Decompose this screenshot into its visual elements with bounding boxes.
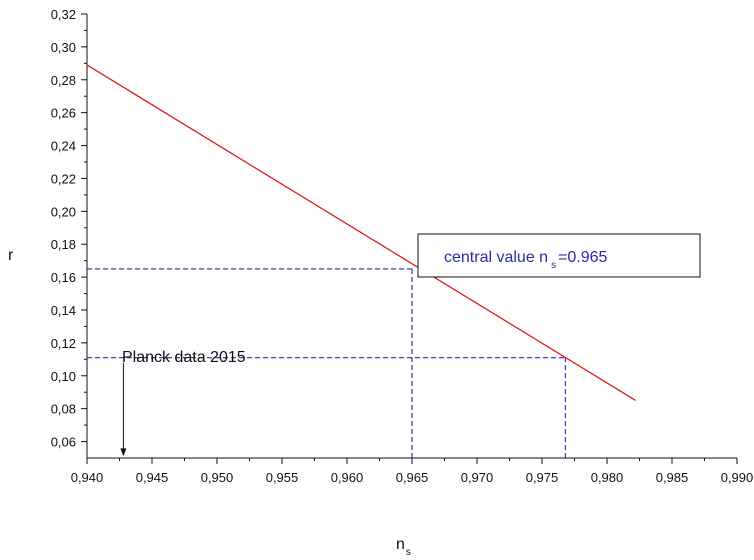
- reference-lines: [87, 268, 566, 458]
- central-value-label: central value n s =0.965: [444, 249, 608, 271]
- y-tick-label: 0,18: [51, 237, 76, 252]
- central-value-subscript: s: [551, 260, 556, 271]
- x-axis-title: ns: [396, 536, 411, 558]
- y-tick-label: 0,24: [51, 139, 76, 154]
- axes: 0,940 0,945 0,950 0,955 0,960 0,965 0,970 0,975…: [51, 7, 754, 485]
- planck-label: Planck data 2015: [122, 349, 246, 366]
- y-tick-label: 0,30: [51, 40, 76, 55]
- x-tick-label: 0,990: [721, 470, 754, 485]
- x-tick-label: 0,985: [656, 470, 689, 485]
- central-value-box: [417, 233, 701, 278]
- x-tick-label: 0,970: [461, 470, 494, 485]
- x-tick-label: 0,975: [526, 470, 559, 485]
- planck-arrow-head: [120, 448, 127, 457]
- y-tick-label: 0,12: [51, 336, 76, 351]
- x-tick-label: 0,955: [266, 470, 299, 485]
- y-tick-label: 0,28: [51, 73, 76, 88]
- central-value-suffix: =0.965: [558, 249, 607, 266]
- y-tick-label: 0,06: [51, 435, 76, 450]
- y-tick-label: 0,14: [51, 303, 76, 318]
- x-tick-label: 0,945: [136, 470, 169, 485]
- series-layer: [86, 64, 636, 401]
- y-tick-label: 0,20: [51, 204, 76, 219]
- annotations: central value n s =0.965 Planck data 2015: [120, 233, 701, 457]
- x-tick-label: 0,980: [591, 470, 624, 485]
- central-value-prefix: central value n: [444, 249, 548, 266]
- y-tick-label: 0,26: [51, 106, 76, 121]
- y-axis-title: r: [8, 247, 14, 264]
- x-axis-title-subscript: s: [406, 547, 411, 558]
- x-tick-label: 0,940: [71, 470, 104, 485]
- y-tick-label: 0,10: [51, 369, 76, 384]
- x-tick-label: 0,960: [331, 470, 364, 485]
- y-tick-label: 0,32: [51, 7, 76, 22]
- x-tick-label: 0,950: [201, 470, 234, 485]
- x-tick-label: 0,965: [396, 470, 429, 485]
- y-tick-label: 0,08: [51, 402, 76, 417]
- y-tick-label: 0,16: [51, 270, 76, 285]
- series-line: [86, 64, 636, 401]
- y-tick-label: 0,22: [51, 171, 76, 186]
- x-axis-title-main: n: [396, 536, 405, 553]
